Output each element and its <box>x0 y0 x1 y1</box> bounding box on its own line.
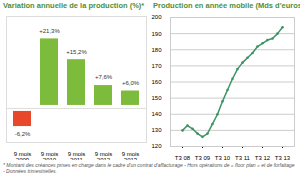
svg-text:9 mois2012: 9 mois2012 <box>95 151 113 160</box>
html-text:Variation annuelle de la produ: Variation annuelle de la production (%)* <box>3 1 145 10</box>
svg-text:T3 11: T3 11 <box>235 155 251 160</box>
svg-text:180: 180 <box>151 47 162 53</box>
svg-text:+21,3%: +21,3% <box>39 28 60 34</box>
svg-text:+7,6%: +7,6% <box>95 74 113 80</box>
svg-text:T3 09: T3 09 <box>195 155 211 160</box>
svg-text:9 mois2010: 9 mois2010 <box>41 151 59 160</box>
svg-text:190: 190 <box>151 31 162 37</box>
svg-text:-6,2%: -6,2% <box>15 131 31 137</box>
svg-text:9 mois2011: 9 mois2011 <box>68 151 86 160</box>
svg-text:T3 13: T3 13 <box>275 155 291 160</box>
html-text:* Montant des créances prises: * Montant des créances prises en charge … <box>3 162 295 174</box>
svg-text:T3 12: T3 12 <box>255 155 271 160</box>
svg-text:200: 200 <box>151 14 162 20</box>
svg-text:130: 130 <box>151 127 162 133</box>
svg-text:+6,0%: +6,0% <box>122 80 140 86</box>
svg-text:+15,2%: +15,2% <box>66 49 87 55</box>
svg-text:120: 120 <box>151 143 162 149</box>
svg-text:160: 160 <box>151 79 162 85</box>
svg-text:9 mois2009: 9 mois2009 <box>14 151 32 160</box>
svg-text:140: 140 <box>151 111 162 117</box>
svg-text:150: 150 <box>151 95 162 101</box>
svg-text:9 mois2013: 9 mois2013 <box>122 151 140 160</box>
svg-text:T3 08: T3 08 <box>175 155 191 160</box>
svg-text:T3 10: T3 10 <box>215 155 231 160</box>
svg-text:170: 170 <box>151 63 162 69</box>
